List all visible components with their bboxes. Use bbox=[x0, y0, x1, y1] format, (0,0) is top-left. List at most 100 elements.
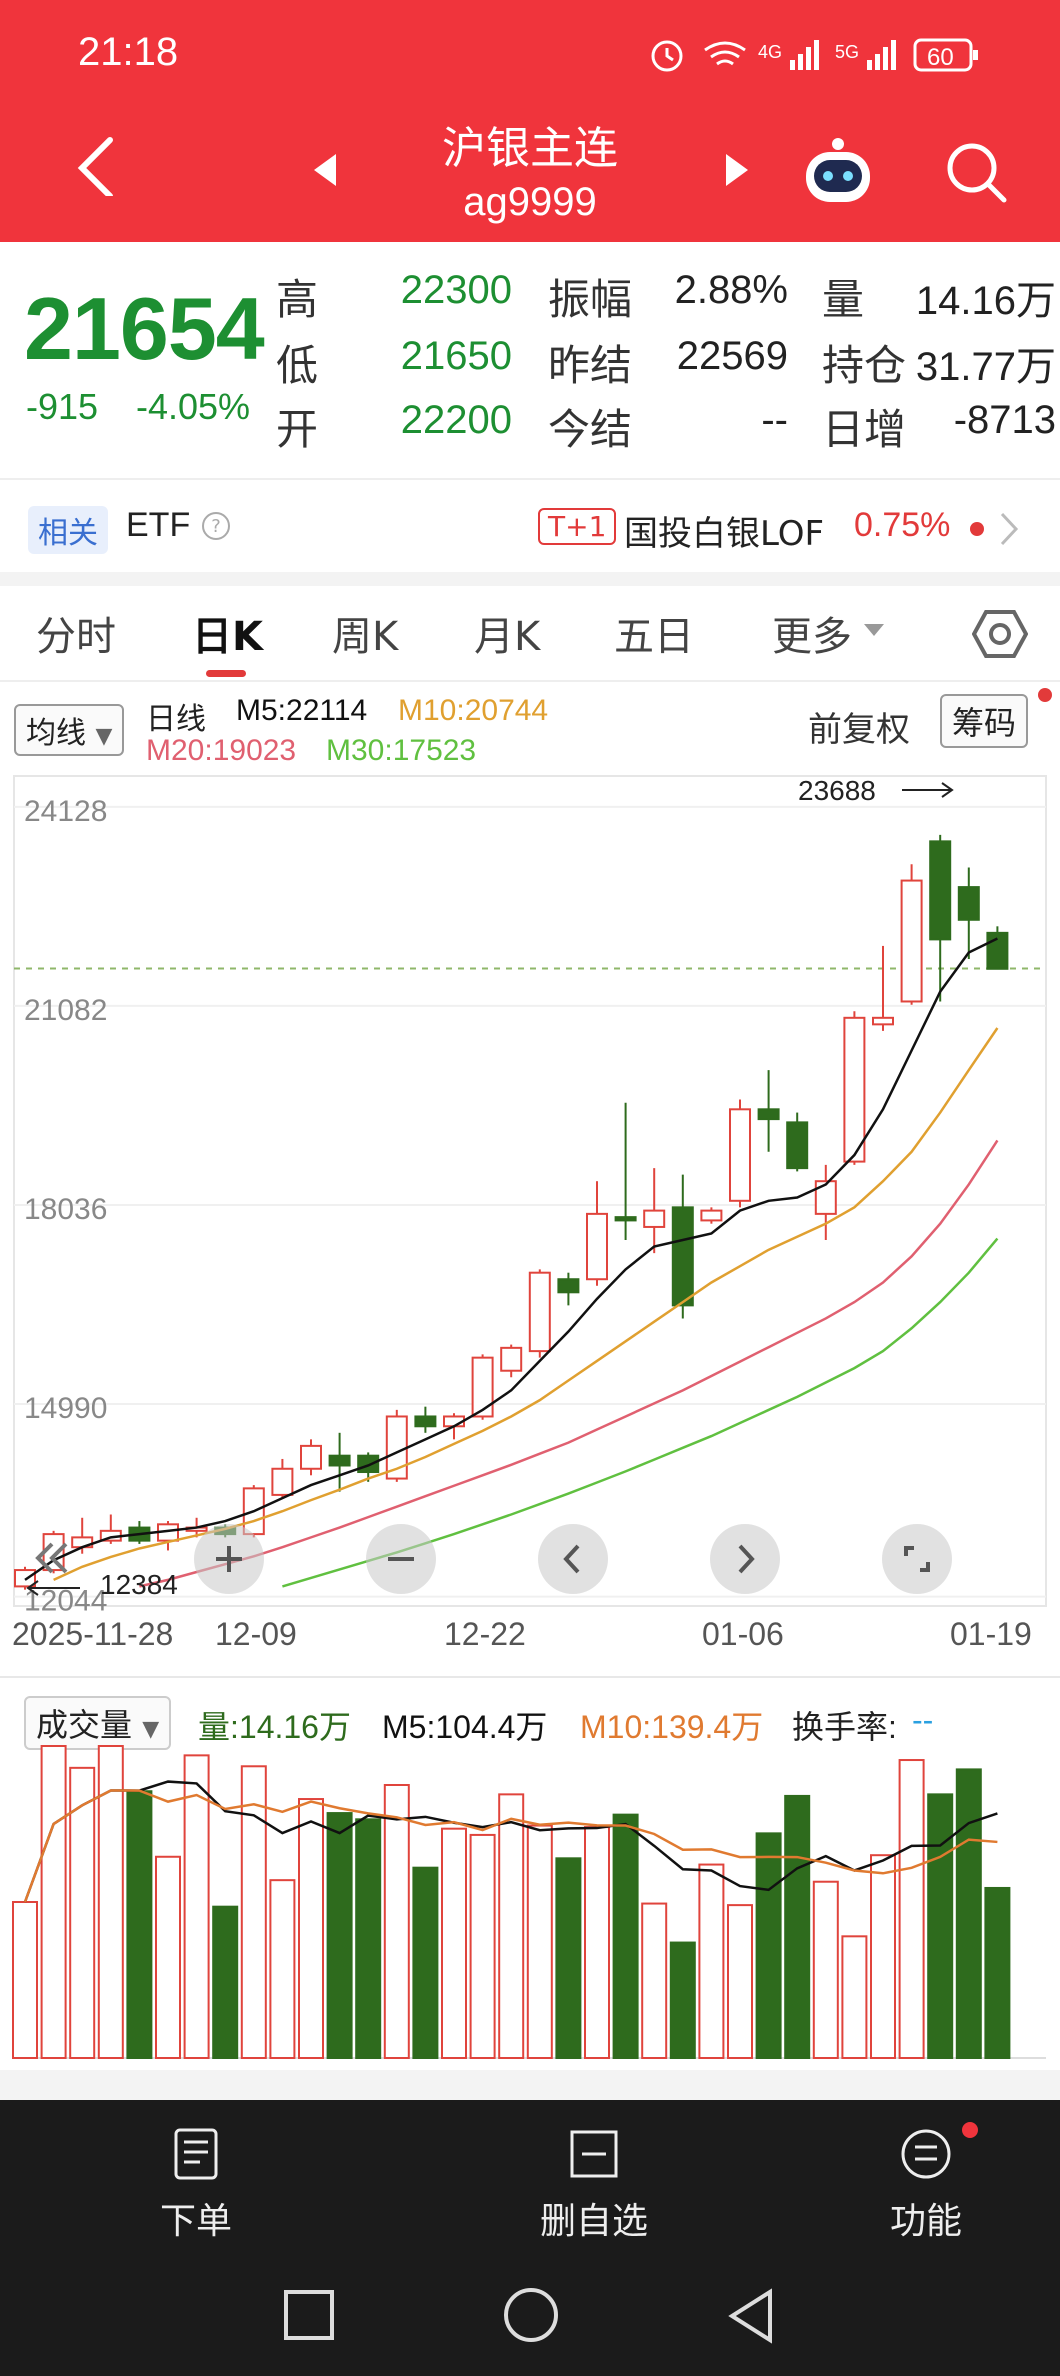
nav-recents-button[interactable] bbox=[284, 2290, 334, 2340]
t1-tag: T+1 bbox=[538, 508, 617, 545]
y-tick-label: 18036 bbox=[24, 1193, 107, 1226]
zoom-in-button[interactable] bbox=[194, 1524, 264, 1594]
candle-body bbox=[786, 1121, 809, 1170]
svg-text:4G: 4G bbox=[758, 42, 782, 62]
turnover-label: 换手率: bbox=[792, 1709, 897, 1745]
ma-selector[interactable]: 均线 ▼ bbox=[14, 704, 125, 756]
nav-back-button[interactable] bbox=[726, 2288, 776, 2348]
x-tick-label: 12-09 bbox=[215, 1616, 297, 1650]
volume-bar bbox=[641, 1902, 668, 2059]
volume-bar bbox=[612, 1813, 639, 2059]
prev-settle-value: 22569 bbox=[676, 334, 788, 378]
candle-body bbox=[614, 1216, 637, 1222]
prev-contract-button[interactable] bbox=[310, 152, 340, 188]
pan-right-button[interactable] bbox=[710, 1524, 780, 1594]
candle-body bbox=[300, 1444, 322, 1470]
remove-watchlist-label: 删自选 bbox=[539, 2201, 648, 2242]
status-bar-icons: 4G 5G 60 bbox=[651, 38, 978, 72]
tab-monthly-k[interactable]: 月K bbox=[474, 614, 541, 660]
active-tab-indicator bbox=[206, 670, 246, 677]
volume-bar bbox=[698, 1863, 725, 2059]
minus-box-icon bbox=[570, 2130, 618, 2178]
robot-assistant-button[interactable] bbox=[800, 134, 876, 206]
candle-body bbox=[700, 1209, 723, 1222]
etf-pct: 0.75% bbox=[854, 506, 951, 544]
volume-bar bbox=[555, 1857, 582, 2059]
etf-name[interactable]: 国投白银LOF bbox=[624, 514, 825, 554]
ma-line-m5 bbox=[24, 937, 998, 1581]
triangle-right-icon bbox=[726, 154, 748, 186]
x-tick-label: 12-22 bbox=[444, 1616, 526, 1650]
today-settle-value: -- bbox=[761, 398, 788, 442]
ma30-legend: M30:17523 bbox=[326, 734, 477, 767]
candle-body bbox=[357, 1454, 380, 1474]
volume-bar bbox=[812, 1880, 839, 2059]
fullscreen-button[interactable] bbox=[882, 1524, 952, 1594]
more-dropdown-icon bbox=[862, 620, 886, 644]
volume-bar bbox=[984, 1886, 1011, 2059]
chart-frame bbox=[13, 775, 1047, 1607]
zoom-out-button[interactable] bbox=[366, 1524, 436, 1594]
volume-bar bbox=[326, 1812, 353, 2059]
adjust-mode[interactable]: 前复权 bbox=[808, 711, 910, 749]
candle-body bbox=[271, 1467, 294, 1496]
tab-divider bbox=[0, 680, 1060, 682]
triangle-left-icon bbox=[314, 154, 336, 186]
volume-value: 14.16万 bbox=[915, 279, 1056, 323]
scroll-left-button[interactable] bbox=[22, 1528, 82, 1588]
candle-body bbox=[500, 1346, 523, 1372]
nav-home-button[interactable] bbox=[504, 2288, 558, 2342]
period-label: 日线 bbox=[146, 703, 206, 736]
candle-body bbox=[586, 1212, 608, 1281]
volume-bar bbox=[155, 1855, 181, 2060]
pan-left-button[interactable] bbox=[538, 1524, 608, 1594]
turnover-value: -- bbox=[912, 1702, 934, 1738]
volume-chart[interactable] bbox=[0, 1740, 1060, 2070]
chevron-right-icon[interactable] bbox=[996, 510, 1020, 552]
next-contract-button[interactable] bbox=[722, 152, 752, 188]
volume-selector[interactable]: 成交量 ▼ bbox=[24, 1696, 172, 1750]
candle-body bbox=[14, 1569, 36, 1588]
volume-bar bbox=[841, 1935, 868, 2060]
tab-intraday[interactable]: 分时 bbox=[36, 614, 116, 660]
status-time: 21:18 bbox=[78, 30, 179, 74]
volume-bar bbox=[727, 1904, 753, 2059]
tab-weekly-k[interactable]: 周K bbox=[332, 614, 399, 660]
vol-m10-legend: M10:139.4万 bbox=[580, 1709, 764, 1745]
price-change-pct: -4.05% bbox=[136, 386, 251, 427]
kline-chart[interactable]: 24128 21082 18036 14990 12044 23688 12384 2025-… bbox=[0, 770, 1060, 1650]
min-price-annotation: 12384 bbox=[100, 1569, 178, 1600]
low-label: 低 bbox=[276, 341, 319, 390]
related-etf-row[interactable]: 相关 ETF ? T+1 国投白银LOF 0.75% bbox=[0, 478, 1060, 578]
search-button[interactable] bbox=[944, 140, 1008, 204]
tab-more[interactable]: 更多 bbox=[772, 614, 852, 660]
remove-watchlist-button[interactable]: 删自选 bbox=[494, 2116, 694, 2266]
back-button[interactable] bbox=[70, 136, 120, 199]
candle-body bbox=[671, 1206, 694, 1307]
plus-icon bbox=[216, 1546, 242, 1572]
min-arrow-icon bbox=[26, 1580, 80, 1596]
price-change: -915 bbox=[26, 386, 99, 427]
tab-daily-k[interactable]: 日K bbox=[192, 614, 263, 660]
max-price-annotation: 23688 bbox=[798, 775, 876, 806]
tab-five-day[interactable]: 五日 bbox=[614, 614, 694, 660]
candle-body bbox=[414, 1415, 437, 1428]
y-tick-label: 24128 bbox=[24, 795, 107, 828]
order-button[interactable]: 下单 bbox=[96, 2116, 296, 2266]
info-icon[interactable]: ? bbox=[200, 510, 232, 546]
vol-legend: 量:14.16万 bbox=[198, 1709, 351, 1745]
chips-button[interactable]: 筹码 bbox=[940, 694, 1029, 748]
minus-icon bbox=[388, 1557, 414, 1561]
candle-body bbox=[643, 1209, 666, 1228]
triangle-back-icon bbox=[728, 2288, 772, 2344]
settings-button[interactable] bbox=[971, 606, 1029, 666]
volume-bar bbox=[870, 1854, 896, 2059]
caret-down-icon: ▼ bbox=[142, 1717, 160, 1742]
ma-line-m20 bbox=[139, 1139, 999, 1588]
today-settle-label: 今结 bbox=[548, 405, 633, 454]
functions-button[interactable]: 功能 bbox=[826, 2116, 1026, 2266]
last-price: 21654 bbox=[24, 279, 265, 378]
volume-bar bbox=[269, 1879, 296, 2059]
daily-change-label: 日增 bbox=[822, 405, 907, 454]
x-tick-label: 01-06 bbox=[702, 1616, 784, 1650]
